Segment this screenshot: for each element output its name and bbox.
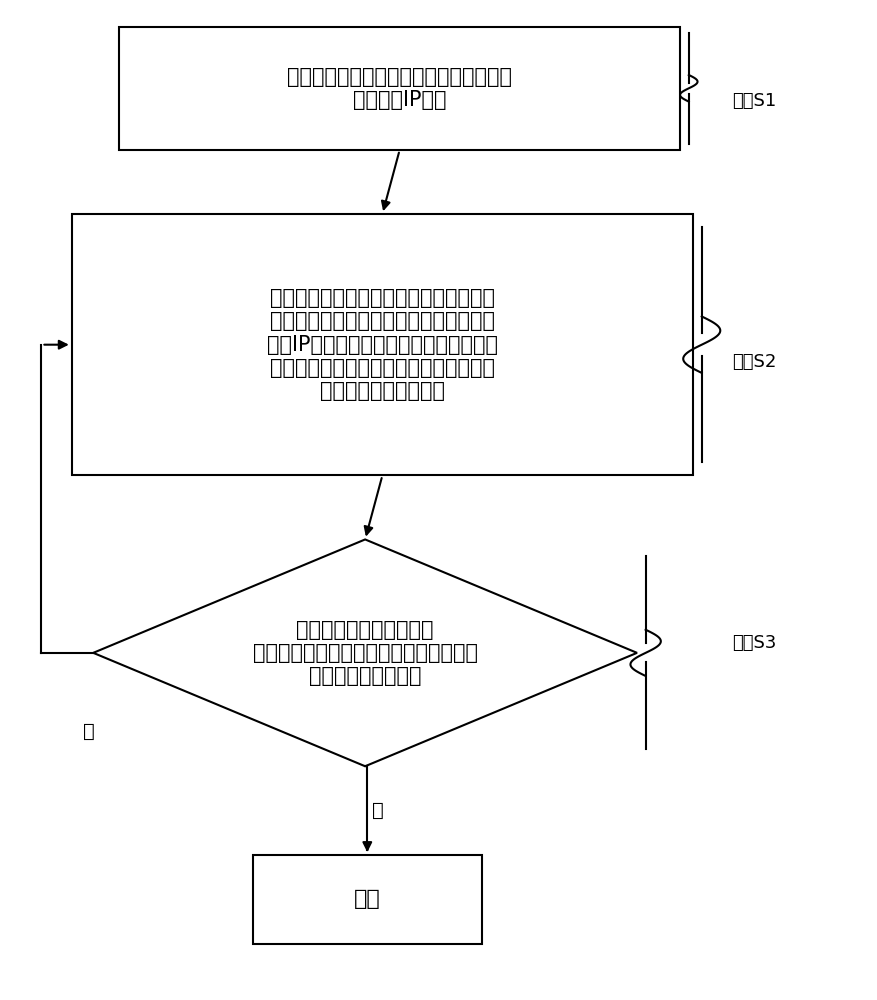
Text: 在接收到自检启动命令后，获取集群中所
有节点的IP地址: 在接收到自检启动命令后，获取集群中所 有节点的IP地址 — [287, 67, 512, 110]
Text: 步骤S1: 步骤S1 — [732, 92, 776, 110]
Text: 步骤S2: 步骤S2 — [732, 353, 776, 371]
Text: 是: 是 — [372, 801, 384, 820]
Text: 步骤S3: 步骤S3 — [732, 634, 776, 652]
Text: 从预准备的进程池中申请空闲进程，并以
并发空闲进程的方式同时基于多个目标节
点的IP地址向多个目标节点发送健康自检
命令，以使多个目标节点在接收到健康自
检命令: 从预准备的进程池中申请空闲进程，并以 并发空闲进程的方式同时基于多个目标节 点的… — [267, 288, 498, 401]
Bar — [119, 27, 681, 150]
Text: 结束: 结束 — [354, 889, 381, 909]
Text: 否: 否 — [83, 722, 95, 741]
Text: 接收多个目标节点返回的
健康自检结果，并判断集群中的所有节点
是否已全部自检完毕: 接收多个目标节点返回的 健康自检结果，并判断集群中的所有节点 是否已全部自检完毕 — [253, 620, 478, 686]
Bar — [72, 214, 693, 475]
Polygon shape — [93, 539, 637, 766]
Bar — [253, 855, 481, 944]
